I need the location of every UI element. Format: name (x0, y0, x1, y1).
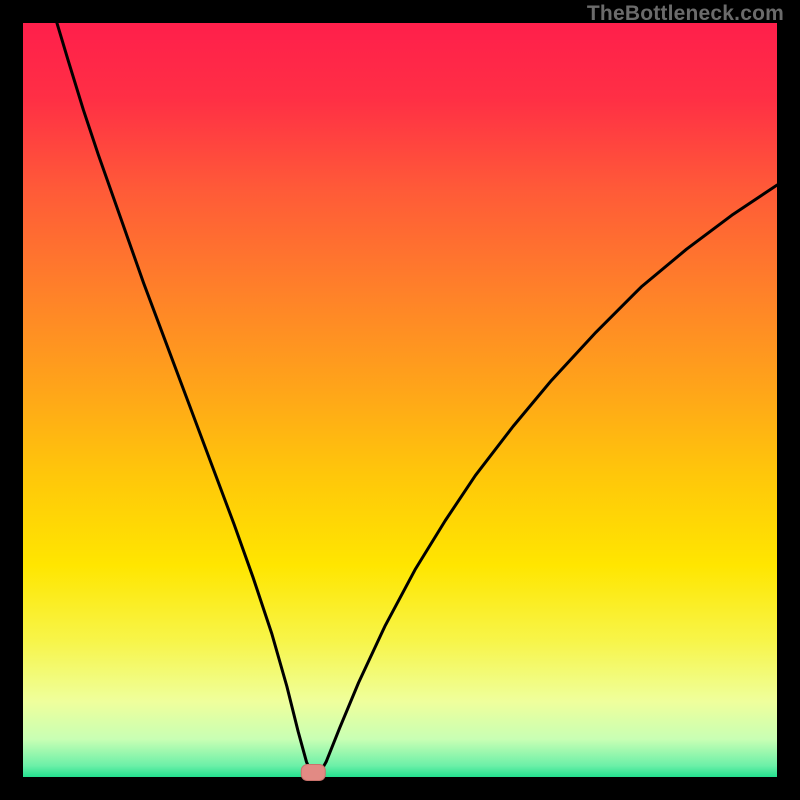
plot-area (23, 23, 777, 777)
bottleneck-curve-chart (0, 0, 800, 800)
chart-frame: TheBottleneck.com (0, 0, 800, 800)
watermark-label: TheBottleneck.com (587, 2, 784, 26)
minimum-marker (301, 764, 325, 780)
